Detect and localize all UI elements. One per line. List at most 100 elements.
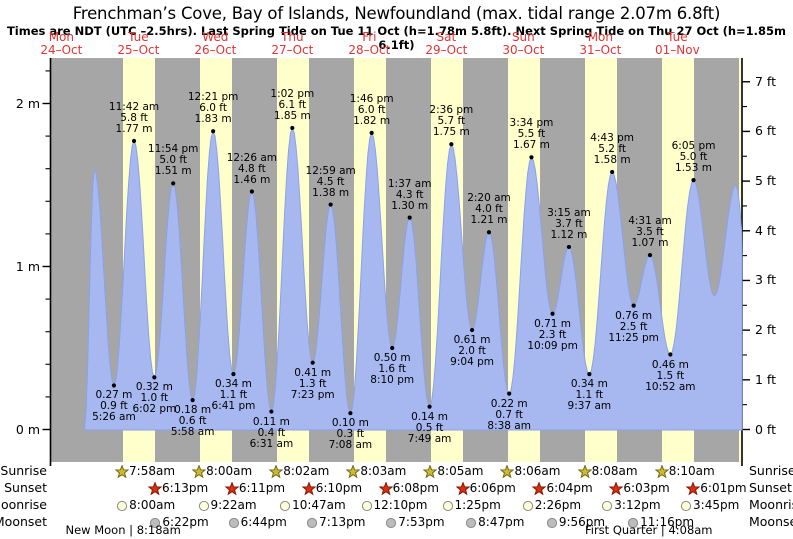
- sunset-star-icon: [608, 481, 624, 500]
- moonset-time: 6:22pm: [162, 515, 209, 529]
- sunrise-time: 8:03am: [360, 464, 407, 478]
- annotation-line: 0.46 m: [651, 358, 689, 371]
- sunset-star-icon: [301, 481, 317, 500]
- annotation-line: 1.83 m: [194, 113, 232, 126]
- y-axis-label-ft: 3 ft: [755, 272, 777, 288]
- annotation-line: 0.11 m: [252, 415, 290, 428]
- annotation-line: 10:09 pm: [527, 339, 578, 352]
- y-axis-label-m: 1 m: [15, 258, 40, 274]
- moonset-circle-icon: [384, 515, 398, 534]
- day-label: Sat 29–Oct: [411, 31, 481, 57]
- high-tide-annotation: 3:34 pm 5.5 ft 1.67 m: [510, 118, 554, 151]
- sunrise-star-icon: [268, 464, 284, 483]
- moonrise-circle-icon: [521, 498, 535, 517]
- annotation-line: 3.5 ft: [636, 226, 664, 239]
- annotation-line: 1.53 m: [675, 162, 712, 175]
- high-tide-annotation: 3:15 am 3.7 ft 1.12 m: [547, 206, 591, 241]
- annotation-line: 1.07 m: [631, 237, 669, 250]
- day-label: Fri 28–Oct: [334, 31, 404, 57]
- moon-phase-label: New Moon | 8:18am: [65, 523, 181, 537]
- day-name: Mon: [587, 30, 614, 44]
- sunset-star-icon: [147, 481, 163, 500]
- moonset-time: 7:13pm: [319, 515, 366, 529]
- annotation-line: 1.75 m: [432, 126, 470, 139]
- annotation-line: 0.50 m: [373, 352, 411, 364]
- high-tide-annotation: 12:59 am 4.5 ft 1.38 m: [305, 164, 356, 199]
- low-tide-annotation: 0.18 m 0.6 ft 5:58 am: [171, 405, 215, 438]
- low-tide-annotation: 0.22 m 0.7 ft 8:38 am: [487, 397, 531, 432]
- low-tide-annotation: 0.27 m 0.9 ft 5:26 am: [92, 390, 136, 423]
- annotation-line: 12:26 am: [226, 151, 278, 164]
- moonrise-circle-icon: [441, 498, 455, 517]
- annotation-line: 4.3 ft: [395, 188, 424, 201]
- annotation-line: 3:15 am: [547, 206, 591, 219]
- annotation-line: 1.6 ft: [378, 363, 407, 375]
- annotation-line: 8:10 pm: [370, 374, 415, 386]
- annotation-line: 4.8 ft: [238, 162, 266, 175]
- annotation-line: 4.0 ft: [475, 203, 503, 216]
- annotation-line: 0.22 m: [490, 397, 528, 410]
- moonset-circle-icon: [626, 515, 640, 534]
- annotation-line: 1.77 m: [115, 122, 153, 135]
- annotation-line: 2:36 pm: [429, 104, 474, 117]
- sunset-time: 6:10pm: [315, 481, 363, 495]
- annotation-line: 7:23 pm: [290, 388, 335, 401]
- annotation-line: 5.7 ft: [437, 115, 466, 128]
- annotation-line: 6:02 pm: [132, 403, 177, 416]
- annotation-line: 1.38 m: [312, 186, 350, 199]
- page-title: Frenchman’s Cove, Bay of Islands, Newfou…: [72, 4, 721, 23]
- moonrise-circle-icon: [679, 498, 693, 517]
- daylight-band: [739, 58, 743, 462]
- y-axis-label-ft: 0 ft: [755, 421, 777, 437]
- high-tide-annotation: 4:31 am 3.5 ft 1.07 m: [628, 216, 672, 249]
- day-name: Tue: [128, 30, 149, 44]
- day-date: 24–Oct: [40, 43, 83, 57]
- sunset-time: 6:11pm: [238, 481, 286, 495]
- sunrise-star-icon: [422, 464, 438, 483]
- sunrise-time: 7:58am: [129, 464, 176, 478]
- moonset-time: 11:16pm: [640, 515, 695, 529]
- high-tide-annotation: 12:21 pm 6.0 ft 1.83 m: [188, 92, 239, 125]
- row-label-moonrise-right: Moonrise: [749, 497, 793, 512]
- sunrise-time: 8:02am: [283, 464, 330, 478]
- moonrise-circle-icon: [197, 498, 211, 517]
- annotation-line: 0.9 ft: [100, 400, 128, 413]
- day-name: Mon: [48, 30, 75, 44]
- day-date: 28–Oct: [348, 43, 391, 57]
- sunset-star-icon: [532, 481, 547, 500]
- low-tide-annotation: 0.34 m 1.1 ft 9:37 am: [568, 379, 612, 412]
- sunset-time: 6:01pm: [700, 481, 747, 495]
- row-label-sunset-right: Sunset: [749, 480, 792, 495]
- day-date: 01–Nov: [655, 43, 700, 57]
- annotation-line: 2:20 am: [467, 192, 511, 205]
- high-tide-annotation: 12:26 am 4.8 ft 1.46 m: [226, 151, 278, 186]
- high-tide-annotation: 4:43 pm 5.2 ft 1.58 m: [590, 132, 634, 166]
- annotation-line: 0.71 m: [534, 317, 572, 330]
- annotation-line: 0.27 m: [95, 389, 133, 402]
- moon-phase-label: First Quarter | 4:08am: [584, 523, 713, 537]
- day-date: 29–Oct: [425, 43, 468, 57]
- low-tide-annotation: 0.10 m 0.3 ft 7:08 am: [329, 418, 373, 451]
- annotation-line: 0.76 m: [615, 309, 653, 322]
- annotation-line: 0.3 ft: [336, 428, 365, 441]
- annotation-line: 1.51 m: [154, 165, 192, 178]
- low-tide-annotation: 0.71 m 2.3 ft 10:09 pm: [527, 317, 578, 352]
- annotation-line: 0.34 m: [570, 378, 608, 391]
- y-axis-label-m: 2 m: [15, 95, 40, 111]
- sunrise-time: 8:08am: [591, 464, 638, 478]
- sunrise-time: 8:05am: [437, 464, 484, 478]
- annotation-line: 7:49 am: [407, 432, 452, 445]
- y-axis-label-ft: 4 ft: [755, 222, 777, 238]
- day-label: Mon 31–Oct: [565, 31, 635, 57]
- annotation-line: 12:59 am: [305, 164, 356, 177]
- annotation-line: 2.0 ft: [458, 345, 486, 358]
- sunrise-time: 8:10am: [668, 464, 715, 478]
- high-tide-annotation: 1:46 pm 6.0 ft 1.82 m: [350, 93, 394, 127]
- y-axis-label-ft: 1 ft: [755, 371, 777, 387]
- annotation-line: 9:04 pm: [450, 356, 494, 369]
- moonrise-time: 10:47am: [292, 498, 346, 512]
- moonrise-circle-icon: [600, 498, 614, 517]
- moonrise-time: 1:25pm: [454, 498, 501, 512]
- sunrise-time: 8:06am: [514, 464, 561, 478]
- annotation-line: 0.34 m: [214, 378, 252, 391]
